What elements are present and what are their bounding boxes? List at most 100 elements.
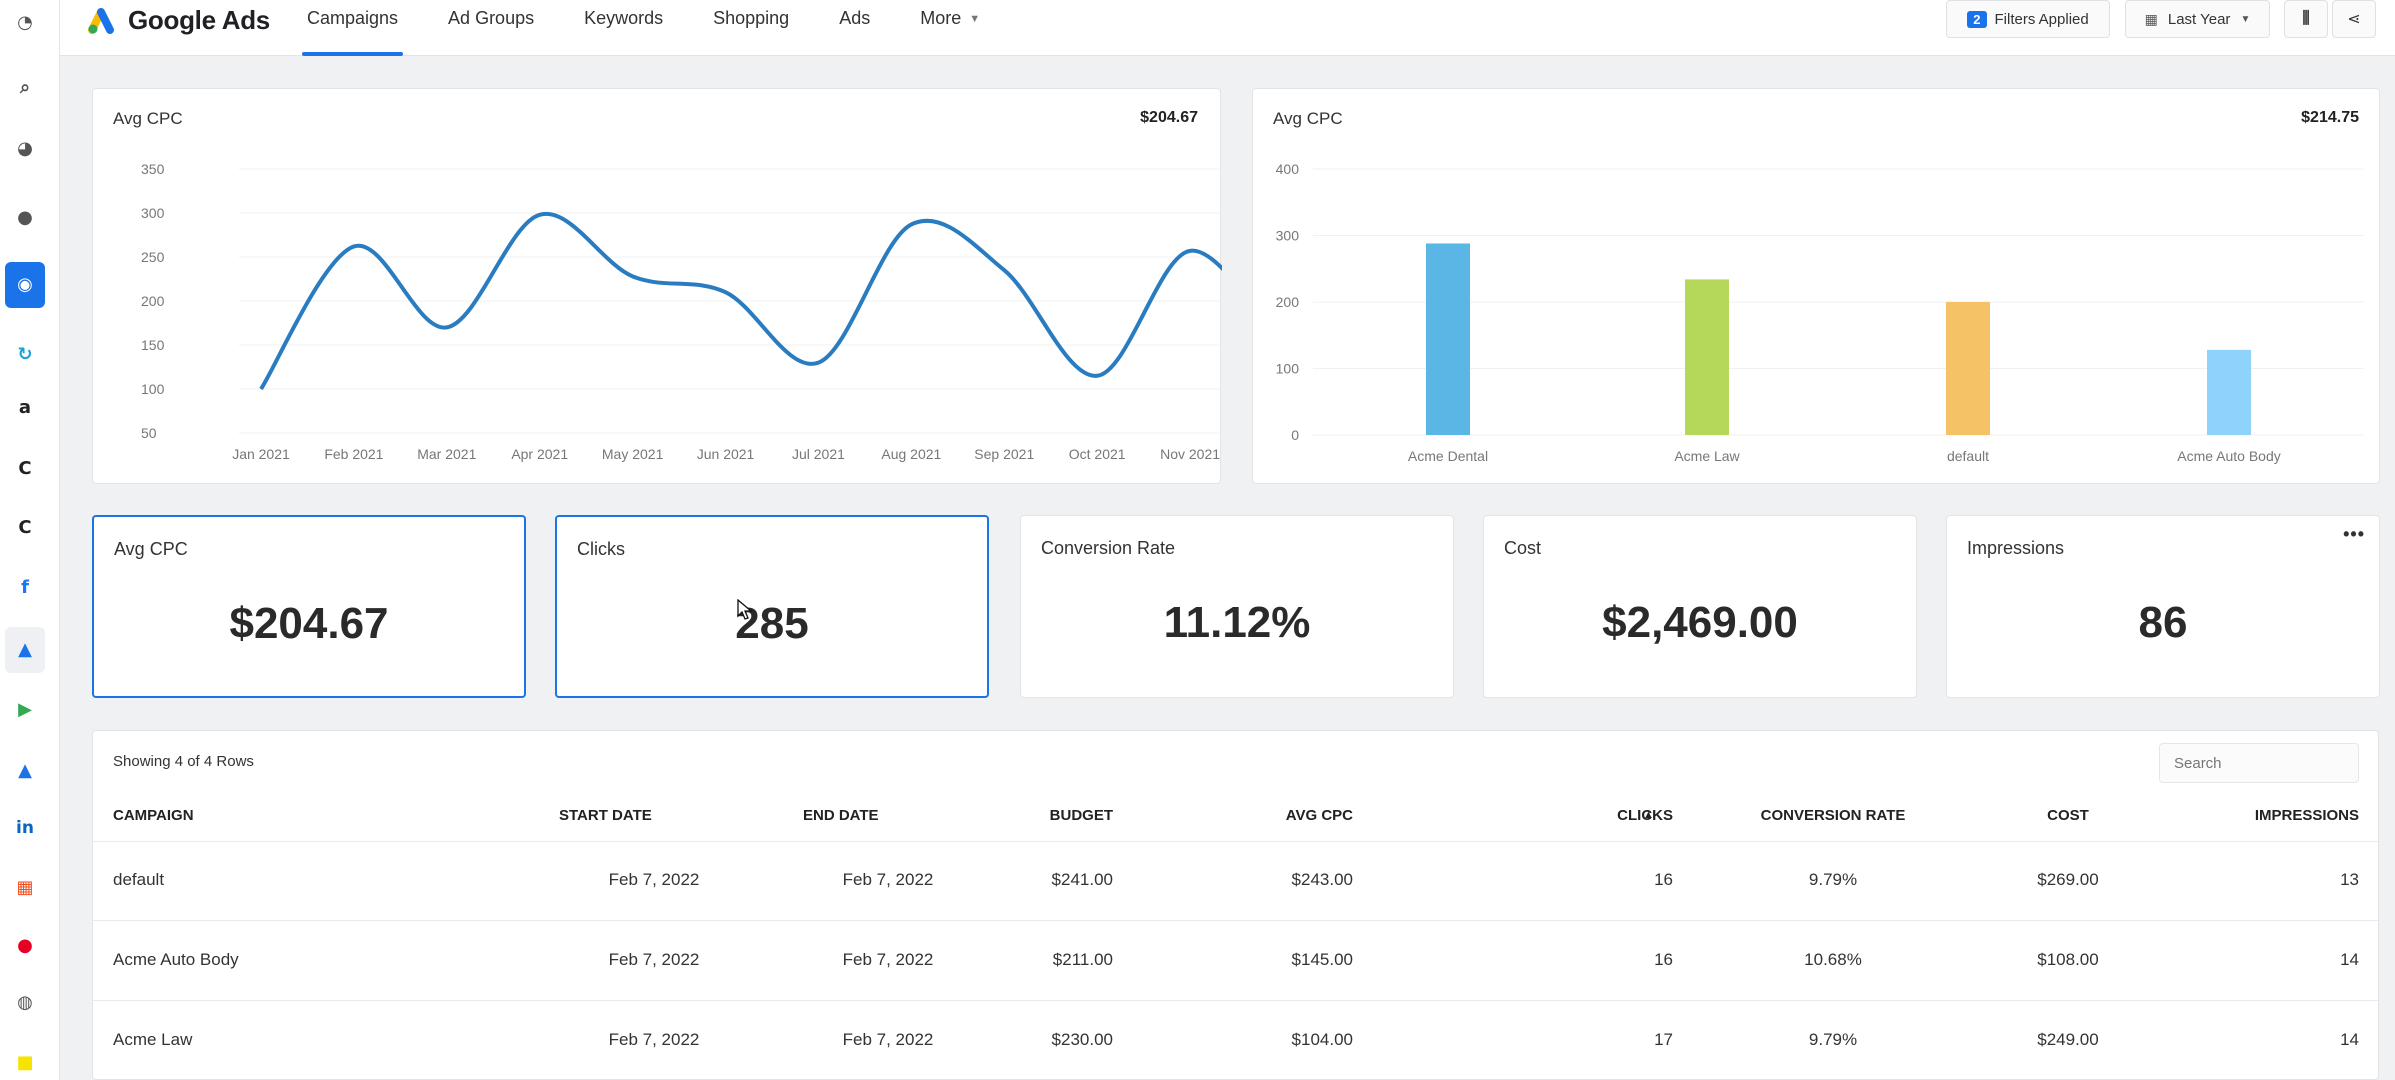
tab-ad-groups[interactable]: Ad Groups	[443, 0, 539, 56]
x-tick-label: May 2021	[602, 446, 664, 462]
brand[interactable]: Google Ads	[88, 0, 270, 40]
sidebar-item-linkedin[interactable]: in	[5, 805, 45, 851]
calendar-icon: ▦	[2144, 10, 2158, 27]
more-options-icon[interactable]: •••	[2343, 524, 2365, 544]
rows-count-label: Showing 4 of 4 Rows	[113, 753, 254, 770]
sidebar-item-google-ads-alt[interactable]: ▲	[5, 748, 45, 794]
google-ads-logo-icon	[88, 8, 114, 34]
sidebar-item-pie-chart[interactable]: ◕	[5, 126, 45, 172]
series-line	[259, 211, 1222, 391]
kpi-title: Clicks	[577, 539, 625, 559]
cell-impressions: 14	[2340, 950, 2359, 969]
sidebar-item-pinterest[interactable]: ●	[5, 923, 45, 969]
cell-avg-cpc: $104.00	[1291, 1030, 1353, 1049]
column-header-cost[interactable]: COST	[2047, 807, 2089, 824]
sidebar-item-chat[interactable]: ●	[5, 195, 45, 241]
cell-budget: $211.00	[1052, 950, 1113, 969]
kpi-title: Impressions	[1967, 538, 2065, 558]
y-tick-label: 400	[1276, 161, 1300, 177]
brand-name: Google Ads	[128, 4, 270, 35]
kpi-value: $204.67	[229, 599, 389, 648]
tab-more[interactable]: More ▼	[915, 0, 985, 56]
x-tick-label: Jun 2021	[697, 446, 755, 462]
cell-clicks: 16	[1654, 950, 1673, 969]
x-tick-label: Mar 2021	[417, 446, 476, 462]
date-range-dropdown[interactable]: ▦ Last Year ▼	[2125, 0, 2270, 38]
tab-ads[interactable]: Ads	[834, 0, 875, 56]
x-tick-label: Acme Law	[1674, 448, 1740, 464]
table-row[interactable]: Acme Auto Body Feb 7, 2022 Feb 7, 2022 $211…	[93, 921, 2380, 1001]
column-header-budget[interactable]: BUDGET	[1049, 807, 1113, 824]
avg-cpc-line-chart: 50 100 150 200 250 300 350 Jan 2021 Feb 2021 Mar …	[141, 161, 1222, 462]
tab-campaigns[interactable]: Campaigns	[302, 0, 404, 56]
sidebar-item-callrail[interactable]: C	[5, 446, 45, 492]
column-header-campaign[interactable]: CAMPAIGN	[113, 807, 194, 824]
cell-start-date: Feb 7, 2022	[608, 870, 700, 889]
y-tick-label: 350	[141, 161, 165, 177]
nav-tabs: Campaigns Ad Groups Keywords Shopping Ad…	[302, 0, 1025, 56]
tab-label: Ad Groups	[448, 8, 535, 28]
sidebar-item-amazon[interactable]: a	[5, 385, 45, 431]
sort-ascending-icon[interactable]: ▲	[1643, 809, 1654, 821]
kpi-card-avg-cpc[interactable]: Avg CPC $204.67	[92, 515, 526, 698]
column-header-end-date[interactable]: END DATE	[803, 807, 879, 824]
date-range-label: Last Year	[2167, 10, 2231, 28]
chart-total: $214.75	[2301, 109, 2359, 126]
sidebar-item-target[interactable]: ◉	[5, 262, 45, 308]
kpi-title: Cost	[1504, 538, 1542, 558]
cell-cost: $249.00	[2037, 1030, 2099, 1049]
column-header-conversion-rate[interactable]: CONVERSION RATE	[1760, 807, 1906, 824]
top-bar: Google Ads Campaigns Ad Groups Keywords …	[60, 0, 2395, 56]
cell-clicks: 17	[1654, 1030, 1673, 1049]
table-row[interactable]: Acme Law Feb 7, 2022 Feb 7, 2022 $230.00 $10…	[93, 1001, 2380, 1080]
linkedin-icon: in	[16, 817, 34, 838]
kpi-card-cost[interactable]: Cost $2,469.00	[1483, 515, 1917, 698]
kpi-card-impressions[interactable]: Impressions 86 •••	[1946, 515, 2380, 698]
column-header-impressions[interactable]: IMPRESSIONS	[2254, 807, 2359, 824]
x-tick-label: Nov 2021	[1160, 446, 1220, 462]
globe-icon: ◍	[17, 992, 33, 1013]
y-tick-label: 300	[141, 205, 165, 221]
row-divider	[93, 1000, 2380, 1001]
cell-clicks: 16	[1654, 870, 1673, 889]
column-header-start-date[interactable]: START DATE	[559, 807, 652, 824]
tab-keywords[interactable]: Keywords	[579, 0, 668, 56]
sidebar-item-globe[interactable]: ◍	[5, 980, 45, 1026]
sidebar-item-search[interactable]: ⌕	[5, 65, 45, 111]
x-tick-label: Acme Auto Body	[2177, 448, 2281, 464]
sidebar-item-snapchat[interactable]: ■	[5, 1040, 45, 1080]
share-button[interactable]: ⋖	[2332, 0, 2376, 38]
microsoft-icon: ▦	[16, 877, 34, 898]
cell-conversion-rate: 9.79%	[1808, 870, 1858, 889]
sidebar-item-google-ads[interactable]: ▲	[5, 627, 45, 673]
sidebar-item-dashboard[interactable]: ◔	[5, 0, 45, 46]
amazon-icon: a	[18, 397, 32, 418]
kpi-card-clicks[interactable]: Clicks 285	[555, 515, 989, 698]
row-divider	[93, 920, 2380, 921]
filters-button[interactable]: 2 Filters Applied	[1946, 0, 2110, 38]
integration-icon: ↻	[17, 344, 33, 365]
column-header-clicks[interactable]: CLICKS	[1617, 807, 1673, 824]
sidebar-item-microsoft[interactable]: ▦	[5, 865, 45, 911]
sidebar-item-constant-contact[interactable]: C	[5, 505, 45, 551]
columns-settings-button[interactable]: ⫼	[2284, 0, 2328, 38]
google-play-icon: ▶	[18, 699, 32, 720]
x-tick-label: Feb 2021	[324, 446, 383, 462]
search-input[interactable]	[2159, 743, 2359, 783]
sidebar-item-facebook[interactable]: f	[5, 565, 45, 611]
dashboard-icon: ◔	[17, 12, 33, 33]
bar-acme-auto-body	[2207, 349, 2251, 435]
constant-contact-icon: C	[18, 517, 32, 538]
y-tick-label: 200	[141, 293, 165, 309]
tab-shopping[interactable]: Shopping	[708, 0, 794, 56]
sidebar-item-google-play[interactable]: ▶	[5, 687, 45, 733]
column-header-avg-cpc[interactable]: AVG CPC	[1285, 807, 1353, 824]
y-tick-label: 200	[1276, 294, 1300, 310]
kpi-card-conversion-rate[interactable]: Conversion Rate 11.12%	[1020, 515, 1454, 698]
y-tick-label: 50	[141, 425, 157, 441]
y-tick-label: 150	[141, 337, 165, 353]
sidebar-item-integration[interactable]: ↻	[5, 332, 45, 378]
table-row[interactable]: default Feb 7, 2022 Feb 7, 2022 $241.00 $243…	[93, 841, 2380, 921]
cell-start-date: Feb 7, 2022	[608, 950, 700, 969]
